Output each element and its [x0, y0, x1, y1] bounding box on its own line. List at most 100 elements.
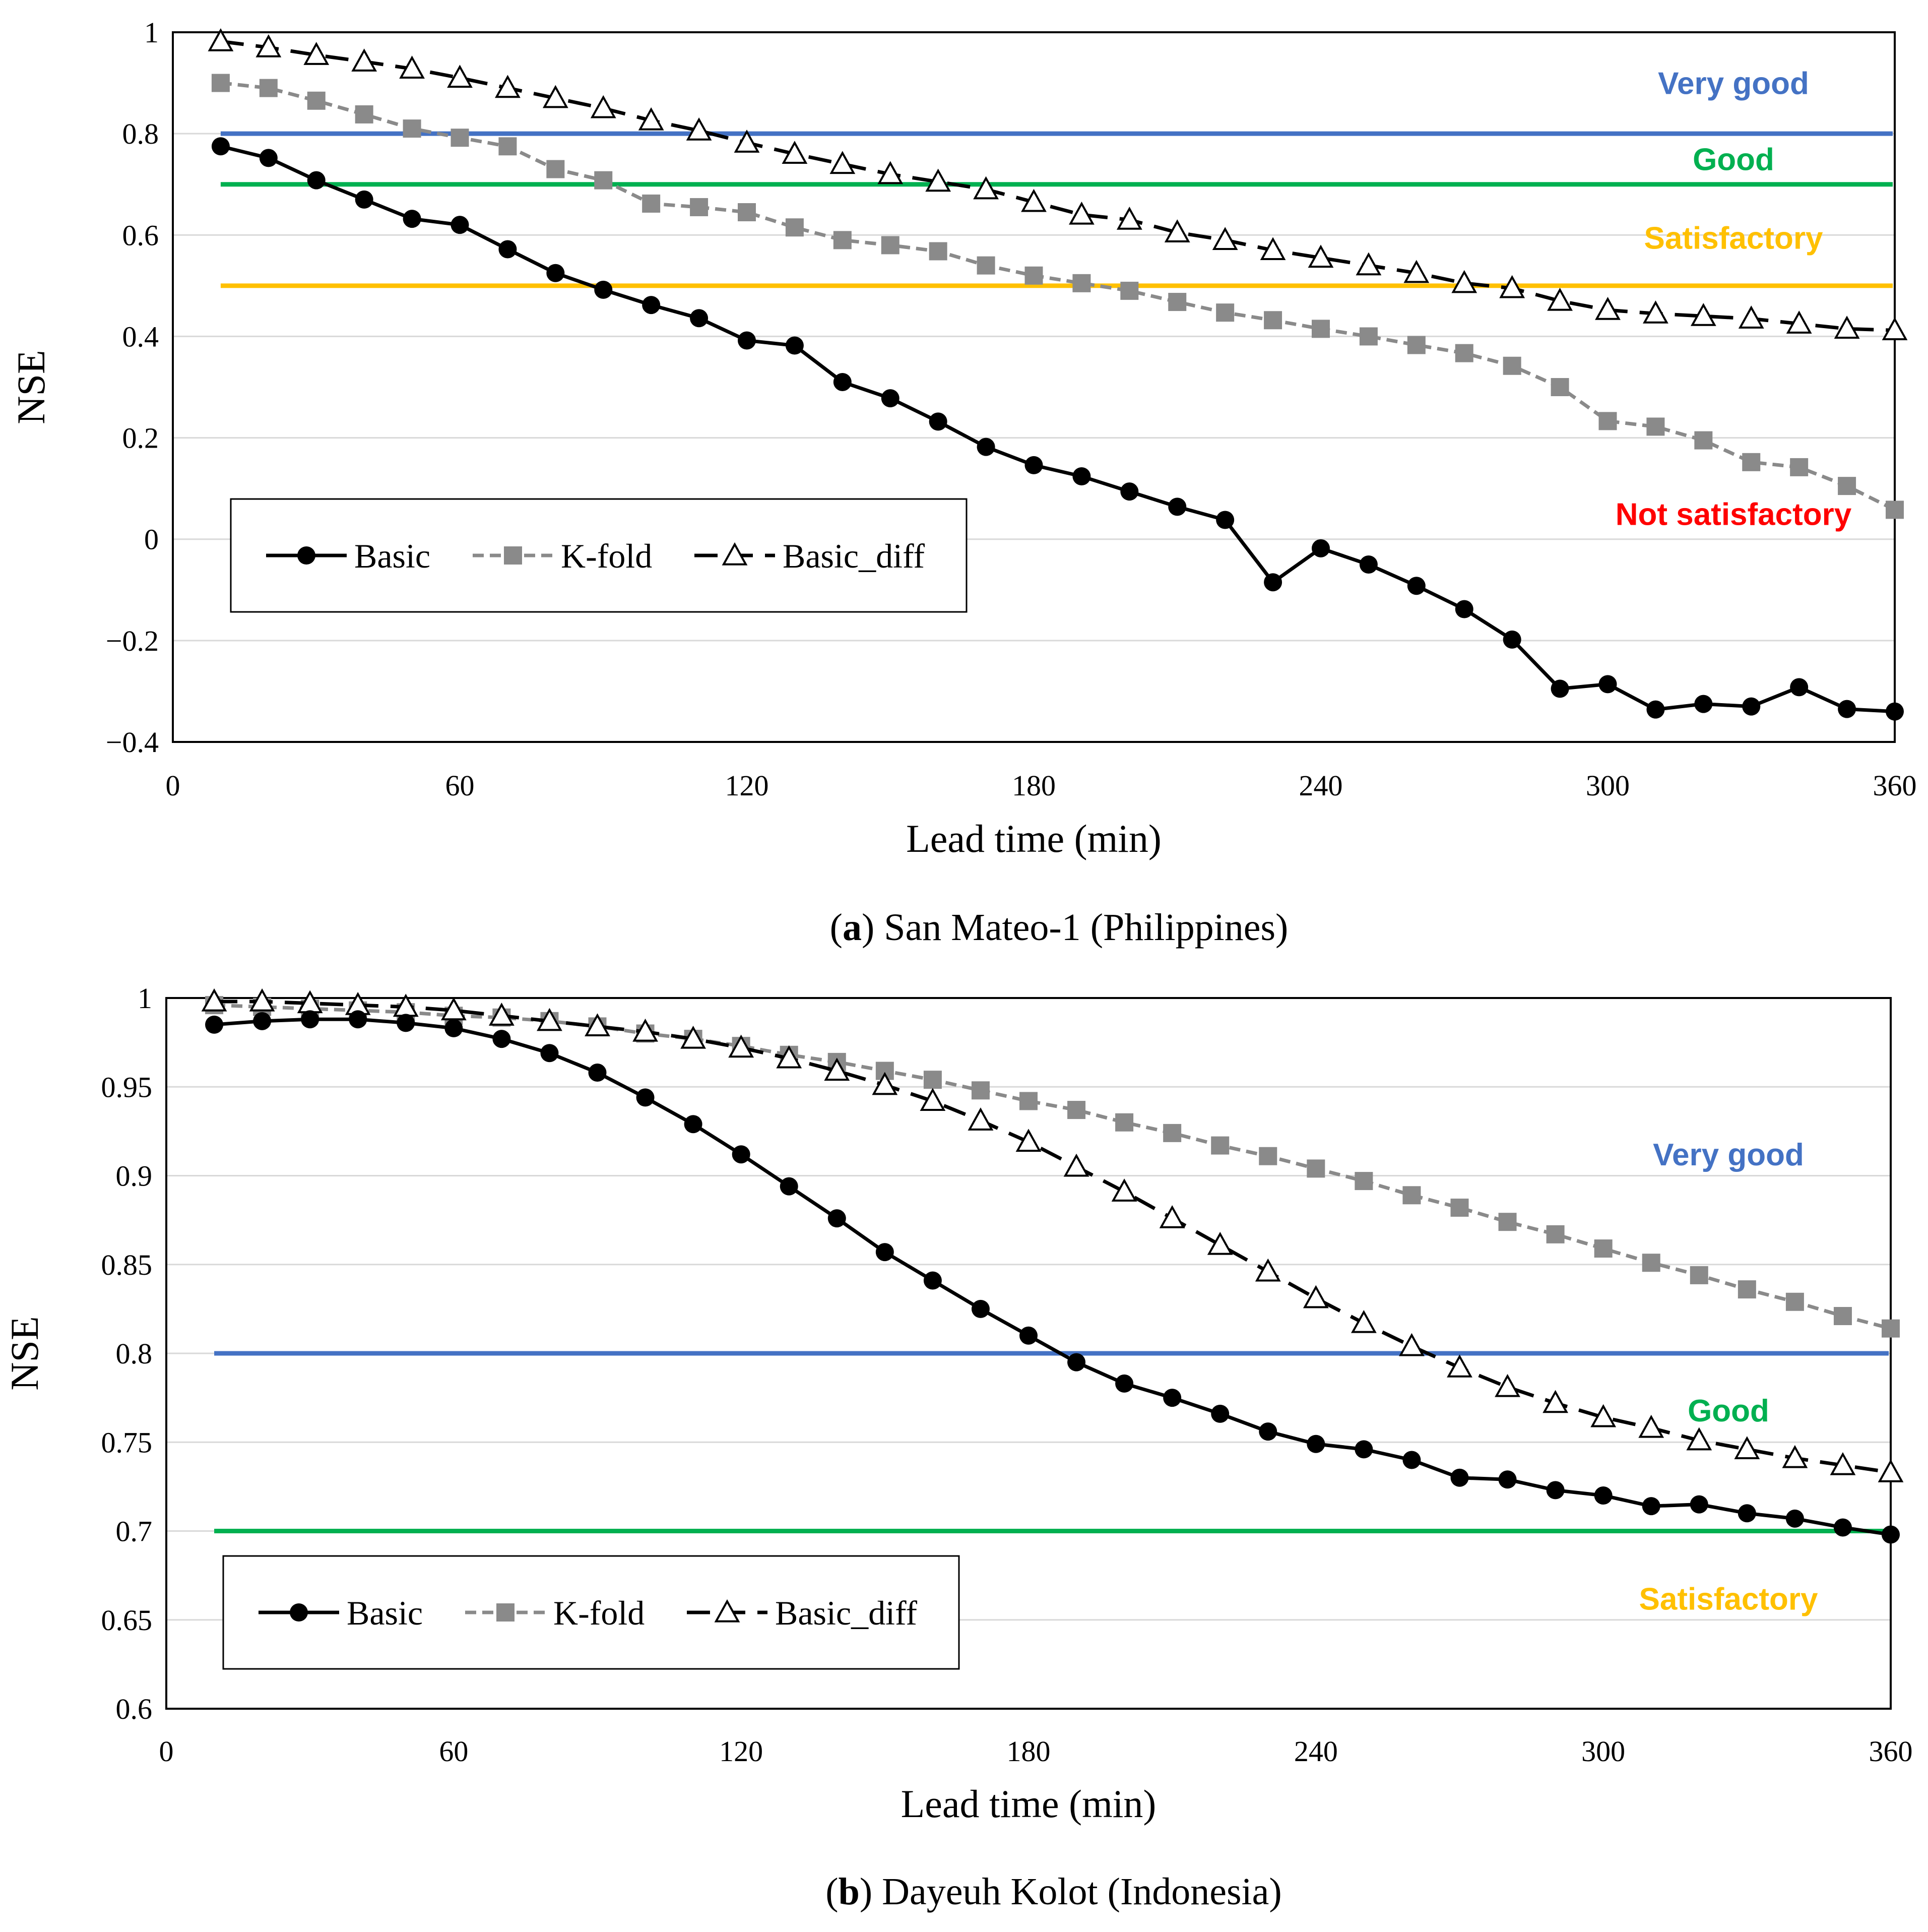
marker-square [1594, 1239, 1613, 1258]
marker-square [881, 236, 899, 255]
marker-triangle [1882, 317, 1908, 340]
y-tick-label: −0.2 [106, 625, 159, 657]
series-line [214, 1000, 1891, 1474]
marker-square [496, 1603, 515, 1622]
marker-triangle [1403, 260, 1430, 283]
band-label: Satisfactory [1644, 221, 1823, 256]
marker-circle [1259, 1422, 1277, 1441]
marker-triangle [590, 95, 616, 118]
y-tick-label: 0.6 [122, 219, 159, 252]
y-tick-label: 0.65 [101, 1604, 153, 1637]
marker-circle [1019, 1326, 1038, 1345]
x-tick-label: 60 [439, 1735, 468, 1768]
marker-circle [780, 1177, 798, 1196]
y-tick-label: 0.8 [122, 117, 159, 150]
chart-a: −0.4 −0.2 0 0.2 0.4 0.6 0.8 1 0 60 120 180 240 300 360… [9, 16, 1917, 949]
marker-triangle [1451, 270, 1477, 293]
marker-square [1024, 266, 1043, 285]
series-line [220, 39, 1895, 332]
chart-b: 0.6 0.65 0.7 0.75 0.8 0.85 0.9 0.95 1 0 60 120 180 24… [3, 982, 1913, 1913]
marker-square [1168, 293, 1187, 311]
x-tick-label: 180 [1012, 769, 1056, 802]
marker-circle [1738, 1504, 1756, 1523]
marker-triangle [1111, 1178, 1137, 1202]
marker-circle [301, 1010, 319, 1029]
marker-triangle [1543, 1390, 1569, 1413]
marker-circle [1690, 1495, 1708, 1514]
marker-square [738, 203, 756, 222]
x-tick-label: 120 [725, 769, 769, 802]
marker-circle [307, 171, 326, 190]
legend-entry: K-fold [473, 537, 652, 575]
marker-circle [1498, 1470, 1517, 1489]
chart-caption: (b) Dayeuh Kolot (Indonesia) [825, 1871, 1281, 1913]
marker-circle [451, 216, 469, 234]
marker-triangle [829, 151, 856, 174]
marker-square [1355, 1172, 1373, 1191]
marker-square [307, 91, 326, 110]
marker-circle [1551, 679, 1569, 698]
marker-triangle [925, 168, 951, 192]
marker-circle [1120, 482, 1139, 501]
marker-circle [929, 412, 947, 431]
marker-triangle [1212, 227, 1238, 250]
marker-circle [1211, 1404, 1230, 1423]
marker-square [1211, 1136, 1230, 1155]
marker-square [1307, 1159, 1325, 1178]
marker-triangle [1738, 305, 1764, 329]
marker-triangle [920, 1088, 946, 1111]
marker-triangle [303, 42, 330, 65]
marker-triangle [1690, 303, 1716, 326]
marker-circle [355, 190, 373, 209]
marker-triangle [824, 1057, 850, 1081]
marker-triangle [968, 1107, 994, 1131]
marker-circle [690, 309, 709, 328]
series-basic-diff [201, 988, 1904, 1482]
marker-triangle [722, 542, 748, 566]
plot-frame [165, 997, 1892, 1710]
series-k-fold [205, 996, 1900, 1338]
y-tick-label: 0.75 [101, 1426, 153, 1459]
marker-circle [444, 1019, 463, 1037]
legend-entry: Basic_diff [694, 537, 925, 575]
marker-square [594, 171, 613, 190]
series-k-fold [211, 74, 1904, 519]
marker-square [1259, 1147, 1277, 1165]
band-label: Satisfactory [1639, 1582, 1818, 1616]
y-tick-label: 0.2 [122, 422, 159, 455]
marker-circle [1742, 697, 1761, 716]
band-label: Very good [1653, 1138, 1804, 1172]
marker-circle [1067, 1353, 1086, 1372]
band-label: Very good [1658, 67, 1809, 101]
marker-circle [1168, 497, 1187, 516]
marker-square [977, 256, 995, 275]
marker-circle [1216, 511, 1235, 529]
y-tick-label: 0.95 [101, 1071, 153, 1103]
marker-circle [684, 1115, 702, 1134]
marker-circle [349, 1010, 367, 1029]
marker-circle [1072, 467, 1091, 486]
y-tick-label: 0.85 [101, 1249, 153, 1281]
marker-circle [1886, 702, 1904, 721]
marker-square [785, 218, 804, 237]
marker-triangle [495, 75, 521, 98]
marker-square [451, 129, 469, 147]
marker-square [1785, 1292, 1804, 1311]
x-tick-label: 0 [159, 1735, 174, 1768]
series-basic [211, 137, 1904, 721]
marker-circle [297, 546, 315, 565]
marker-triangle [1069, 201, 1095, 225]
marker-circle [1546, 1481, 1565, 1500]
legend-entry: Basic [259, 1594, 423, 1632]
marker-circle [971, 1299, 990, 1318]
marker-square [1359, 327, 1378, 346]
marker-triangle [686, 117, 712, 141]
marker-square [1642, 1254, 1660, 1272]
marker-square [1498, 1213, 1517, 1231]
band-label: Good [1693, 142, 1774, 177]
marker-square [1694, 431, 1713, 450]
marker-square [504, 546, 522, 565]
y-axis-title: NSE [3, 1316, 46, 1390]
marker-triangle [632, 1018, 658, 1042]
marker-circle [540, 1044, 559, 1063]
